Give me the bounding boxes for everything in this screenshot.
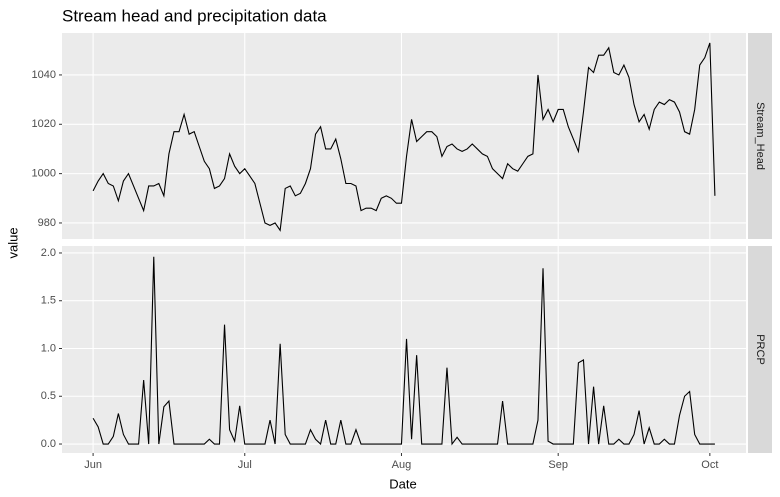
- y-tick-label: 1.5: [41, 295, 56, 307]
- x-tick-label: Aug: [392, 459, 412, 471]
- y-tick-label: 1040: [32, 69, 56, 81]
- facet-strip: [748, 246, 772, 453]
- facet-label: PRCP: [754, 334, 766, 365]
- y-axis-title: value: [5, 227, 20, 258]
- facet-strip: [748, 33, 772, 239]
- facet-label: Stream_Head: [754, 102, 766, 170]
- x-tick-label: Sep: [548, 459, 568, 471]
- x-tick-label: Jun: [84, 459, 102, 471]
- y-tick-label: 2.0: [41, 247, 56, 259]
- x-axis-title: Date: [389, 476, 416, 491]
- y-tick-label: 1000: [32, 168, 56, 180]
- panel-background: [62, 33, 746, 239]
- panel-background: [62, 246, 746, 453]
- data-line: [92, 42, 716, 232]
- y-tick-label: 0.5: [41, 390, 56, 402]
- x-tick-label: Jul: [238, 459, 252, 471]
- y-tick-label: 1.0: [41, 342, 56, 354]
- y-tick-label: 0.0: [41, 438, 56, 450]
- y-tick-label: 980: [38, 217, 56, 229]
- y-tick-label: 1020: [32, 118, 56, 130]
- x-tick-label: Oct: [701, 459, 718, 471]
- data-line: [92, 256, 715, 446]
- chart-title: Stream head and precipitation data: [62, 6, 327, 25]
